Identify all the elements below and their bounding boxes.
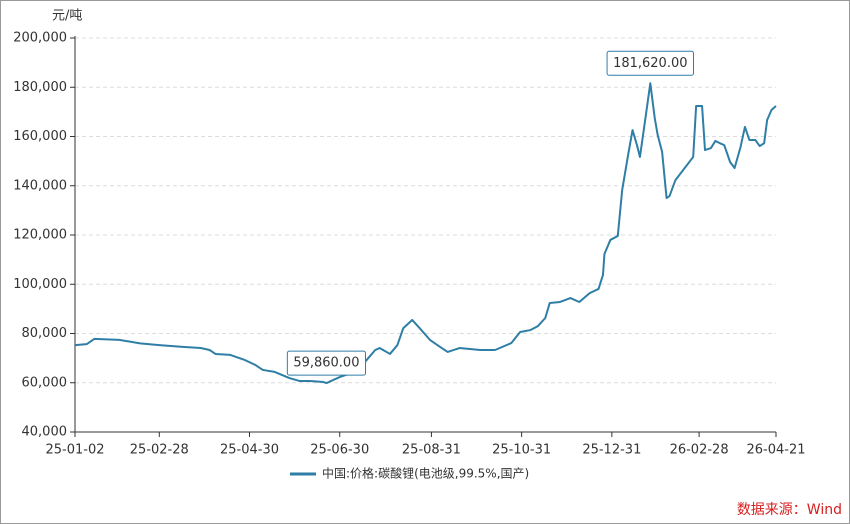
annotation-box — [286, 350, 366, 376]
data-line — [74, 82, 777, 385]
annotation: 59,860.00 — [286, 350, 366, 376]
y-tick-label: 40,000 — [22, 425, 68, 440]
annotation-box — [606, 50, 695, 76]
x-tick-label: 25-06-30 — [310, 443, 369, 458]
y-tick-label: 160,000 — [13, 129, 67, 144]
x-tick-label: 25-08-31 — [402, 443, 461, 458]
x-tick-label: 25-10-31 — [492, 443, 551, 458]
x-tick-label: 25-12-31 — [582, 443, 641, 458]
x-tick-label: 25-01-02 — [45, 443, 104, 458]
annotation: 181,620.00 — [606, 50, 695, 76]
annotation-label: 59,860.00 — [293, 356, 359, 371]
y-tick-label: 200,000 — [13, 31, 67, 46]
source: 数据来源：Wind — [737, 502, 842, 518]
y-tick-label: 100,000 — [13, 277, 67, 292]
annotation-label: 181,620.00 — [613, 56, 687, 71]
y-tick-label: 60,000 — [22, 375, 68, 390]
x-tick-label: 25-04-30 — [220, 443, 279, 458]
y-tick-label: 120,000 — [13, 228, 67, 243]
y-unit: 元/吨 — [52, 9, 82, 24]
y-tick-label: 80,000 — [22, 326, 68, 341]
x-tick-label: 25-02-28 — [130, 443, 189, 458]
y-tick-label: 180,000 — [13, 80, 67, 95]
legend-label: 中国:价格:碳酸锂(电池级,99.5%,国产) — [322, 466, 529, 481]
x-tick-label: 26-02-28 — [670, 443, 729, 458]
y-tick-label: 140,000 — [13, 178, 67, 193]
x-tick-label: 26-04-21 — [746, 443, 805, 458]
